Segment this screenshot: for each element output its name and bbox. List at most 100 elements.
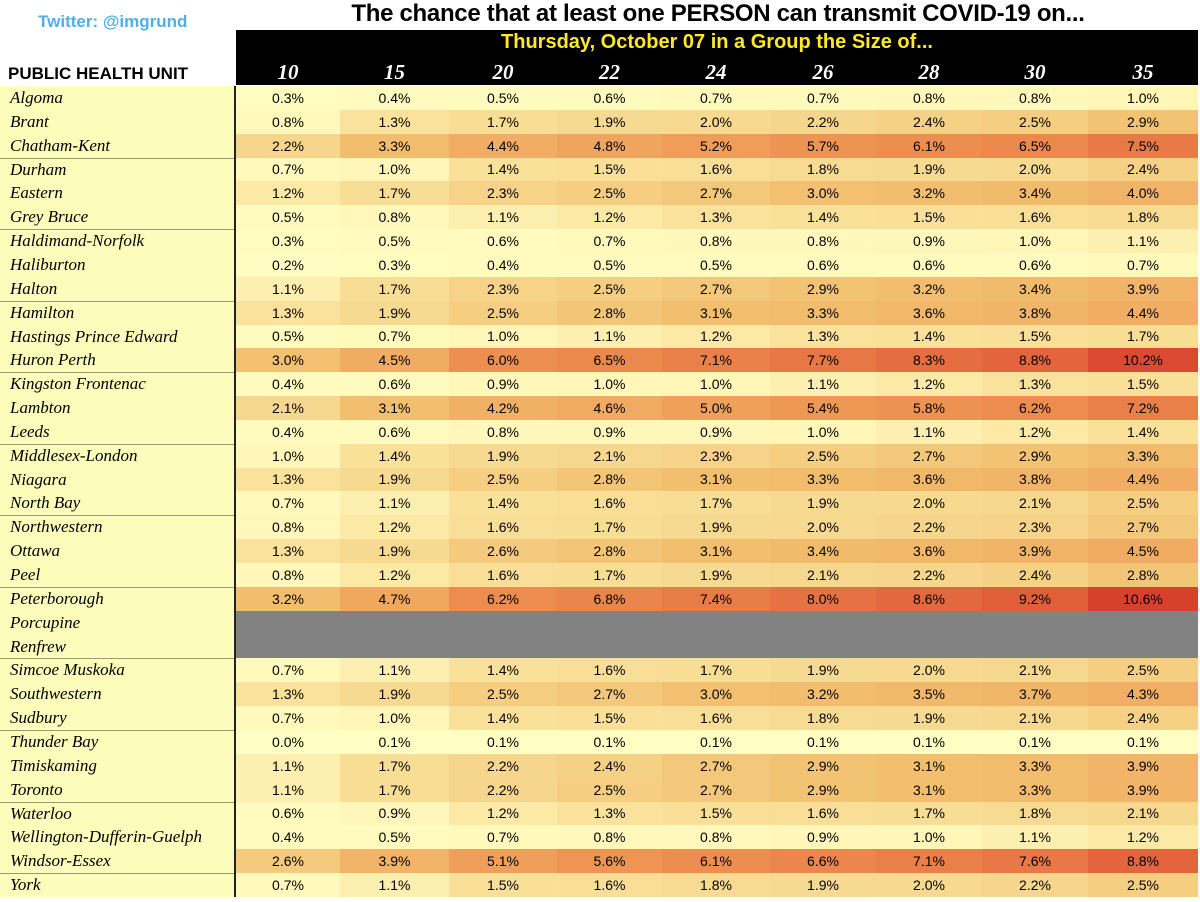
heatmap-cell: 3.9% [340,849,449,873]
row-label: Renfrew [0,635,236,658]
row-group-divider [0,229,236,230]
heatmap-cell: 0.1% [449,730,557,754]
heatmap-cell: 1.2% [876,372,982,396]
heatmap-cell: 5.0% [662,396,770,420]
heatmap-cell: 1.7% [340,181,449,205]
row-group-divider [0,301,236,302]
heatmap-cell: 0.4% [236,420,340,444]
heatmap-cell: 0.5% [340,825,449,849]
heatmap-cell: 1.1% [982,825,1088,849]
heatmap-cell: 1.5% [662,802,770,825]
heatmap-cell: 0.7% [770,86,876,110]
heatmap-cell: 2.4% [1088,158,1198,181]
heatmap-cell: 3.4% [982,181,1088,205]
heatmap-cell: 6.8% [557,587,662,611]
heatmap-cell: 5.8% [876,396,982,420]
row-label: Haliburton [0,253,236,277]
heatmap-cell: 2.5% [1088,491,1198,515]
heatmap-cell: 7.1% [876,849,982,873]
heatmap-cell: 2.5% [449,301,557,325]
heatmap-cell: 0.4% [449,253,557,277]
heatmap-cell: 2.8% [557,468,662,491]
heatmap-cell: 7.1% [662,348,770,372]
heatmap-cell: 6.2% [982,396,1088,420]
heatmap-cell: 3.2% [876,181,982,205]
heatmap-cell: 6.6% [770,849,876,873]
row-label: Peterborough [0,587,236,611]
heatmap-cell: 1.2% [1088,825,1198,849]
heatmap-cell: 6.5% [557,348,662,372]
heatmap-cell: 0.7% [236,706,340,730]
heatmap-cell: 2.2% [982,873,1088,897]
row-label: Hamilton [0,301,236,325]
heatmap-cell: 2.2% [449,778,557,802]
column-header-15: 15 [384,60,405,84]
heatmap-cell: 1.3% [982,372,1088,396]
heatmap-cell: 0.6% [770,253,876,277]
heatmap-cell: 0.1% [662,730,770,754]
heatmap-cell: 6.0% [449,348,557,372]
heatmap-cell: 0.6% [340,372,449,396]
heatmap-cell: 2.9% [982,444,1088,468]
heatmap-cell: 2.5% [982,110,1088,134]
heatmap-cell: 0.9% [876,229,982,253]
heatmap-cell: 1.4% [449,658,557,682]
header-band [236,30,1198,85]
heatmap-cell: 6.2% [449,587,557,611]
row-group-divider [0,587,236,588]
heatmap-cell: 10.2% [1088,348,1198,372]
heatmap-cell: 2.5% [557,277,662,301]
heatmap-cell: 1.9% [662,563,770,587]
row-group-divider [0,802,236,803]
chart-subtitle: Thursday, October 07 in a Group the Size… [501,31,933,53]
row-label: Kingston Frontenac [0,372,236,396]
missing-data-band [236,611,1198,658]
heatmap-cell: 4.2% [449,396,557,420]
heatmap-cell: 1.6% [662,158,770,181]
heatmap-cell: 1.5% [982,325,1088,348]
heatmap-cell: 0.5% [449,86,557,110]
row-label: Sudbury [0,706,236,730]
heatmap-cell: 1.0% [982,229,1088,253]
heatmap-cell: 7.6% [982,849,1088,873]
heatmap-cell: 4.0% [1088,181,1198,205]
heatmap-cell: 0.3% [236,229,340,253]
heatmap-cell: 2.5% [1088,658,1198,682]
heatmap-cell: 1.3% [662,205,770,229]
row-label: North Bay [0,491,236,515]
row-label: Halton [0,277,236,301]
heatmap-cell: 8.0% [770,587,876,611]
heatmap-cell: 0.6% [340,420,449,444]
heatmap-cell: 1.3% [236,682,340,706]
heatmap-cell: 1.8% [1088,205,1198,229]
heatmap-cell: 2.1% [1088,802,1198,825]
heatmap-cell: 0.5% [236,325,340,348]
heatmap-cell: 0.7% [449,825,557,849]
column-header-26: 26 [812,60,834,84]
row-label: Huron Perth [0,348,236,372]
heatmap-cell: 8.6% [876,587,982,611]
heatmap-cell: 0.7% [340,325,449,348]
heatmap-cell: 5.4% [770,396,876,420]
heatmap-cell: 1.6% [557,873,662,897]
heatmap-cell: 1.5% [557,706,662,730]
heatmap-cell: 2.7% [662,778,770,802]
heatmap-cell: 3.3% [340,134,449,158]
heatmap-cell: 2.1% [982,491,1088,515]
heatmap-cell: 0.7% [236,158,340,181]
heatmap-cell: 3.3% [770,301,876,325]
heatmap-cell: 2.2% [876,563,982,587]
heatmap-cell: 2.7% [876,444,982,468]
heatmap-cell: 1.6% [662,706,770,730]
heatmap-cell: 1.4% [1088,420,1198,444]
heatmap-cell: 2.9% [1088,110,1198,134]
heatmap-cell: 0.9% [449,372,557,396]
heatmap-cell: 3.2% [876,277,982,301]
heatmap-cell: 2.7% [662,181,770,205]
heatmap-cell: 8.3% [876,348,982,372]
heatmap-cell: 2.2% [449,754,557,778]
heatmap-cell: 1.3% [236,301,340,325]
heatmap-cell: 7.4% [662,587,770,611]
heatmap-cell: 1.7% [662,658,770,682]
heatmap-cell: 1.2% [340,563,449,587]
